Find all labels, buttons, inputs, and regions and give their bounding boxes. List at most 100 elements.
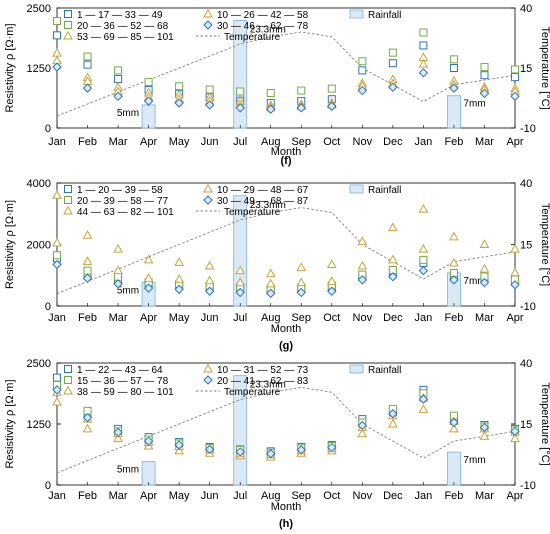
triangle-marker bbox=[510, 243, 520, 253]
rainfall-bar bbox=[447, 95, 461, 129]
triangle-marker bbox=[418, 58, 429, 68]
square-marker bbox=[83, 52, 92, 61]
x-axis-title: Month bbox=[271, 323, 302, 335]
diamond-marker bbox=[449, 275, 459, 285]
diamond-marker bbox=[479, 88, 490, 99]
triangle-marker bbox=[326, 259, 337, 268]
square-marker bbox=[511, 65, 519, 74]
diamond-marker bbox=[418, 265, 429, 276]
y2-tick-label: -10 bbox=[520, 123, 536, 135]
x-tick-label: Jun bbox=[201, 490, 219, 502]
triangle-marker bbox=[510, 433, 520, 443]
triangle-marker bbox=[82, 230, 93, 239]
legend-temperature: Temperature bbox=[224, 32, 281, 43]
diamond-marker bbox=[266, 288, 276, 299]
legend-entry: 38 — 59 — 80 — 101 bbox=[77, 387, 174, 398]
diamond-marker bbox=[296, 445, 306, 455]
legend-entry: 15 — 36 — 57 — 78 bbox=[77, 376, 169, 387]
triangle-marker bbox=[204, 260, 215, 270]
triangle-marker bbox=[52, 396, 62, 406]
y-tick-label: 0 bbox=[45, 480, 51, 492]
x-tick-label: Feb bbox=[444, 490, 463, 502]
chart-panel-2: 0 2000 4000 -10 15 40 Resistivity ρ [Ω·m] Tempe… bbox=[4, 178, 550, 352]
square-marker bbox=[419, 255, 428, 264]
square-marker bbox=[358, 57, 367, 66]
diamond-marker bbox=[52, 62, 62, 72]
triangle-marker bbox=[357, 428, 368, 438]
square-marker bbox=[83, 266, 92, 275]
square-marker bbox=[114, 66, 123, 75]
square-marker bbox=[236, 87, 245, 96]
triangle-marker bbox=[235, 265, 246, 275]
series-5 bbox=[52, 259, 520, 299]
triangle-marker bbox=[204, 275, 215, 285]
rainfall-label: 23.3mm bbox=[250, 380, 286, 391]
triangle-marker bbox=[449, 257, 459, 267]
triangle-marker bbox=[296, 277, 307, 287]
y-axis-title: Resistivity ρ [Ω·m] bbox=[4, 379, 16, 468]
diamond-marker bbox=[357, 275, 368, 285]
square-marker bbox=[53, 31, 61, 40]
diamond-marker bbox=[82, 412, 93, 423]
legend-entry: 1 — 22 — 43 — 64 bbox=[77, 365, 163, 376]
triangle-marker bbox=[143, 273, 154, 282]
x-tick-label: May bbox=[169, 490, 190, 502]
square-marker bbox=[64, 365, 72, 373]
triangle-marker bbox=[296, 262, 307, 272]
y-tick-label: 2000 bbox=[27, 240, 51, 252]
triangle-marker bbox=[326, 276, 337, 285]
triangle-marker bbox=[479, 239, 490, 248]
rainfall-bar bbox=[141, 104, 156, 129]
diamond-marker bbox=[296, 287, 306, 298]
triangle-marker bbox=[82, 256, 93, 265]
diamond-marker bbox=[388, 82, 398, 92]
triangle-marker bbox=[510, 267, 520, 277]
diamond-marker bbox=[82, 83, 93, 93]
x-tick-label: Mar bbox=[475, 312, 494, 324]
diamond-marker bbox=[235, 287, 245, 298]
x-tick-label: Jul bbox=[233, 312, 247, 324]
legend-entry: 30 — 46 — 62 — 78 bbox=[217, 21, 309, 32]
triangle-marker bbox=[449, 423, 459, 433]
rainfall-label: 5mm bbox=[117, 108, 139, 119]
x-axis-title: Month bbox=[271, 146, 302, 158]
x-tick-label: Aug bbox=[261, 312, 281, 324]
square-marker bbox=[64, 376, 72, 384]
legend-rainfall-swatch bbox=[349, 9, 364, 19]
diamond-marker bbox=[174, 98, 184, 108]
diamond-marker bbox=[203, 195, 213, 205]
square-marker bbox=[358, 66, 367, 75]
legend-entry: 10 — 29 — 48 — 67 bbox=[217, 185, 309, 196]
x-tick-label: Jan bbox=[415, 490, 433, 502]
chart-panel-1: 0 1250 2500 -10 15 40 Resistivity ρ [Ω·m] Tempe… bbox=[4, 3, 550, 167]
diamond-marker bbox=[388, 272, 398, 282]
series-2 bbox=[53, 16, 519, 97]
panel-label: (g) bbox=[279, 340, 293, 352]
x-tick-label: May bbox=[169, 312, 190, 324]
y2-tick-label: -10 bbox=[520, 480, 536, 492]
triangle-marker bbox=[143, 254, 154, 264]
x-tick-label: Aug bbox=[261, 490, 281, 502]
diamond-marker bbox=[204, 100, 215, 110]
legend-entry: 30 — 49 — 68 — 87 bbox=[217, 196, 309, 207]
diamond-marker bbox=[174, 284, 184, 295]
diamond-marker bbox=[204, 286, 215, 296]
y2-tick-label: 40 bbox=[520, 178, 532, 190]
x-tick-label: Apr bbox=[140, 490, 157, 502]
legend-rainfall: Rainfall bbox=[368, 185, 401, 196]
x-tick-label: Apr bbox=[506, 490, 523, 502]
triangle-marker bbox=[63, 385, 73, 395]
temperature-line bbox=[56, 207, 516, 295]
square-marker bbox=[297, 86, 306, 95]
legend-entry: 1 — 20 — 39 — 58 bbox=[77, 185, 163, 196]
diamond-marker bbox=[82, 273, 93, 284]
square-marker bbox=[419, 28, 428, 37]
triangle-marker bbox=[357, 260, 368, 270]
diamond-marker bbox=[449, 83, 459, 93]
triangle-marker bbox=[203, 8, 213, 18]
x-tick-label: Apr bbox=[140, 136, 157, 148]
y-tick-label: 1250 bbox=[27, 419, 51, 431]
triangle-marker bbox=[388, 222, 398, 232]
series-3 bbox=[52, 396, 520, 461]
